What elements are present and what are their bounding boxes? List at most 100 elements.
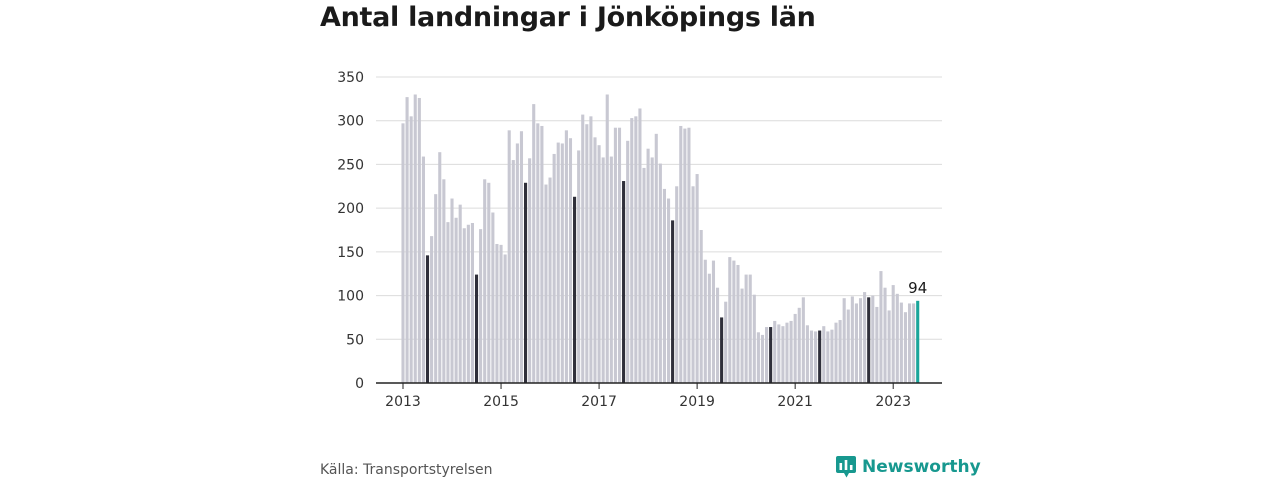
bar — [487, 182, 491, 383]
bar — [434, 194, 438, 383]
bar — [609, 156, 613, 383]
bar — [732, 260, 736, 383]
bar — [552, 153, 556, 383]
bar — [707, 273, 711, 383]
bar — [503, 254, 507, 383]
bar — [638, 108, 642, 383]
bar — [544, 184, 548, 383]
bar — [846, 309, 850, 383]
bar — [519, 131, 524, 383]
bar — [769, 327, 773, 383]
bar — [744, 274, 748, 383]
bar — [863, 292, 867, 383]
bar — [760, 334, 765, 383]
latest-value-label: 94 — [908, 279, 927, 297]
bar — [662, 188, 666, 383]
y-axis-labels: 0 50 100 150 200 250 300 350 — [337, 70, 364, 392]
bar — [720, 317, 724, 383]
bar — [454, 217, 458, 383]
y-tick-label: 300 — [337, 114, 364, 130]
x-tick-label: 2015 — [483, 394, 519, 410]
bar — [789, 320, 793, 383]
bar — [675, 186, 679, 383]
bar — [466, 224, 470, 383]
bar — [867, 297, 871, 383]
bar — [699, 230, 703, 383]
bar — [524, 182, 528, 383]
bar — [903, 312, 907, 383]
bar — [532, 104, 536, 383]
bar — [425, 255, 430, 383]
bar — [736, 264, 740, 383]
x-tick-label: 2013 — [385, 394, 421, 410]
bar — [442, 179, 446, 383]
bar — [458, 204, 462, 383]
bar — [491, 212, 495, 383]
bar — [658, 163, 662, 383]
chart-title: Antal landningar i Jönköpings län — [320, 2, 816, 33]
bar — [683, 128, 687, 383]
bar — [883, 287, 887, 383]
bar — [646, 148, 650, 383]
bar — [421, 156, 425, 383]
bar — [585, 124, 589, 384]
bar — [801, 297, 805, 383]
bar — [797, 307, 801, 383]
bar — [773, 320, 777, 383]
brand-logo: Newsworthy — [836, 456, 981, 478]
bar — [895, 293, 899, 383]
bar — [622, 181, 626, 383]
bar — [589, 116, 593, 383]
bar — [756, 332, 760, 383]
bar — [666, 198, 671, 383]
bar — [601, 157, 605, 383]
bar — [671, 220, 675, 383]
y-tick-label: 100 — [337, 289, 364, 305]
bars — [401, 94, 920, 384]
x-axis-labels: 2013 2015 2017 2019 2021 2023 — [385, 394, 911, 410]
x-axis — [376, 382, 942, 389]
bar — [417, 97, 421, 383]
y-tick-label: 350 — [337, 70, 364, 86]
bar — [907, 303, 912, 383]
bar — [507, 130, 511, 383]
bar — [540, 125, 544, 384]
bar — [605, 94, 609, 384]
bar — [630, 118, 634, 383]
bar — [814, 331, 818, 383]
x-tick-label: 2023 — [875, 394, 911, 410]
bar — [716, 287, 720, 383]
bar — [695, 174, 699, 383]
y-tick-label: 150 — [337, 245, 364, 261]
bar — [740, 288, 744, 383]
bar — [617, 127, 622, 384]
bar — [785, 322, 789, 383]
x-tick-label: 2019 — [679, 394, 715, 410]
annotations: 94 — [908, 279, 927, 297]
bar — [809, 330, 814, 383]
bar — [899, 302, 903, 383]
bar — [446, 222, 450, 383]
bar — [871, 295, 875, 383]
bar — [912, 303, 916, 383]
bar — [818, 330, 822, 383]
bar — [793, 313, 797, 383]
bar — [805, 325, 809, 383]
bar — [916, 300, 920, 383]
bar — [826, 331, 830, 383]
y-tick-label: 0 — [355, 376, 364, 392]
bar — [499, 244, 503, 383]
bar — [703, 259, 707, 383]
bar — [483, 179, 487, 383]
bar — [479, 229, 483, 383]
bar — [679, 125, 683, 384]
bar — [462, 228, 466, 383]
bar — [634, 116, 638, 383]
bar — [834, 322, 838, 383]
bar — [581, 114, 585, 383]
bar — [765, 327, 769, 383]
bar — [728, 257, 732, 383]
bar — [495, 243, 499, 383]
bar — [409, 116, 413, 383]
bar — [438, 152, 442, 383]
